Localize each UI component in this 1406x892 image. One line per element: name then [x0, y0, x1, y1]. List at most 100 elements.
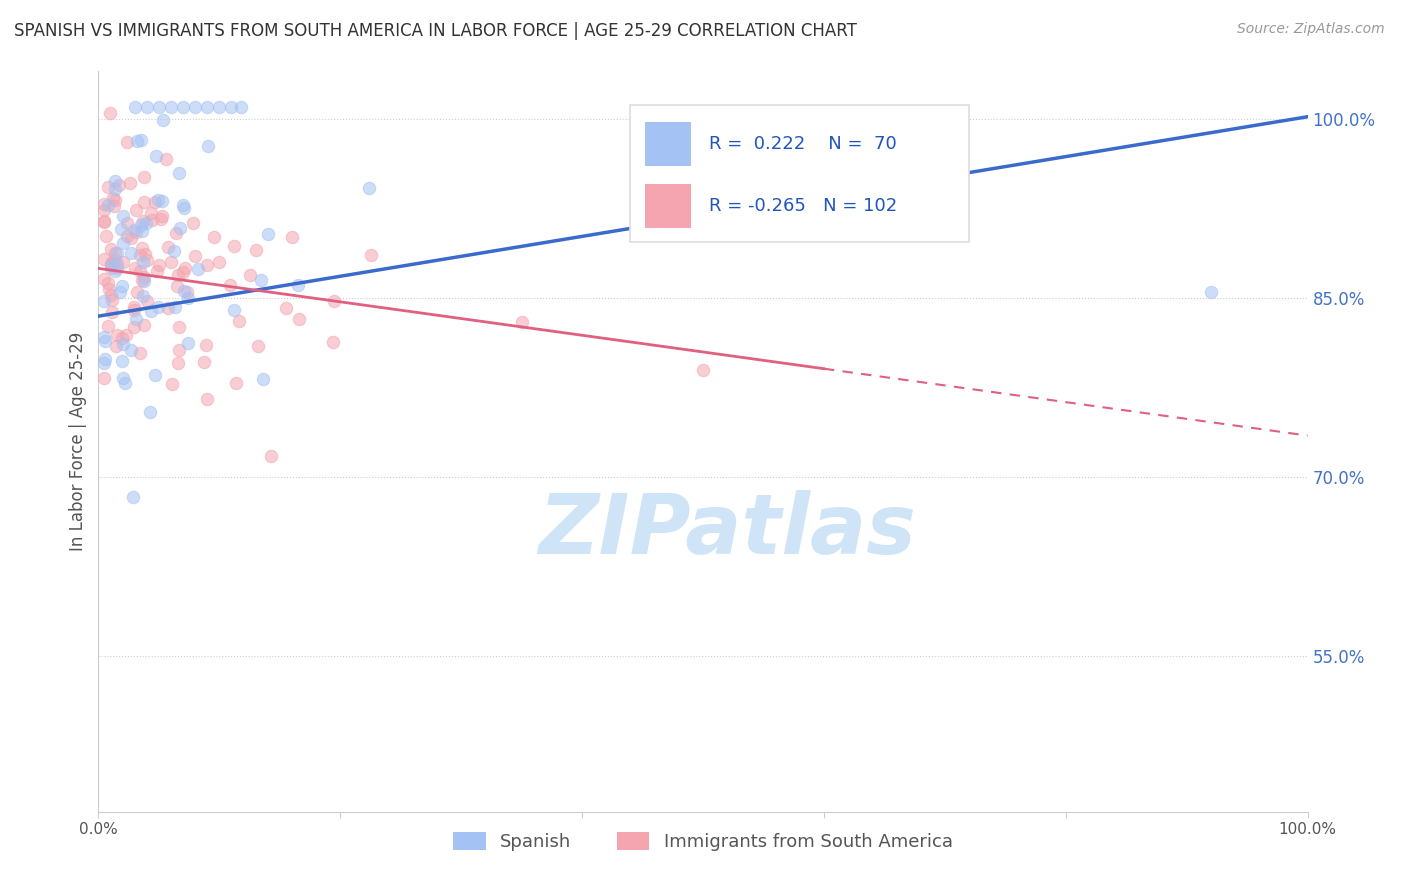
Point	[322, 334, 344, 349]
Point	[112, 209, 135, 223]
Point	[122, 303, 145, 318]
Point	[104, 182, 127, 196]
Point	[288, 311, 311, 326]
Point	[160, 100, 183, 114]
Point	[122, 300, 145, 314]
Point	[157, 240, 180, 254]
Point	[260, 449, 283, 463]
Point	[120, 343, 142, 357]
Point	[150, 211, 173, 226]
Point	[245, 243, 267, 257]
Point	[128, 346, 150, 360]
Point	[103, 191, 125, 205]
Point	[152, 112, 174, 127]
Point	[132, 289, 155, 303]
Point	[135, 253, 157, 268]
Point	[148, 258, 170, 272]
Point	[176, 291, 198, 305]
Point	[97, 179, 120, 194]
Point	[173, 285, 195, 299]
Point	[228, 314, 250, 328]
Point	[139, 404, 162, 418]
Point	[100, 257, 122, 271]
Point	[93, 293, 115, 308]
Point	[94, 229, 117, 244]
Point	[173, 202, 195, 216]
Point	[125, 202, 148, 217]
Point	[93, 215, 115, 229]
Point	[692, 363, 714, 377]
Y-axis label: In Labor Force | Age 25-29: In Labor Force | Age 25-29	[69, 332, 87, 551]
Point	[202, 230, 225, 244]
Point	[239, 268, 262, 282]
Point	[139, 303, 162, 318]
Point	[93, 213, 115, 227]
Point	[131, 224, 153, 238]
Point	[100, 261, 122, 276]
Point	[172, 198, 194, 212]
Point	[111, 255, 134, 269]
Point	[115, 229, 138, 244]
Point	[127, 285, 149, 299]
Point	[222, 303, 245, 318]
Point	[184, 100, 207, 114]
Point	[105, 257, 128, 271]
Point	[134, 247, 156, 261]
Point	[176, 285, 198, 299]
Point	[252, 371, 274, 385]
Point	[187, 262, 209, 277]
Point	[172, 265, 194, 279]
Point	[195, 258, 218, 272]
Point	[224, 239, 246, 253]
Point	[118, 176, 141, 190]
Point	[231, 100, 253, 114]
Point	[115, 216, 138, 230]
Point	[165, 226, 187, 240]
Point	[104, 264, 127, 278]
Point	[177, 336, 200, 351]
Point	[121, 490, 143, 504]
Point	[208, 255, 231, 269]
Point	[108, 285, 131, 300]
Point	[167, 355, 190, 369]
Point	[124, 261, 146, 276]
Point	[111, 279, 134, 293]
Point	[124, 100, 146, 114]
Point	[256, 227, 278, 241]
Point	[101, 255, 124, 269]
Point	[143, 195, 166, 210]
Point	[152, 194, 174, 208]
Point	[165, 301, 187, 315]
Point	[103, 199, 125, 213]
Point	[169, 343, 191, 358]
Point	[197, 139, 219, 153]
Point	[93, 356, 115, 370]
Point	[146, 301, 169, 315]
Point	[111, 236, 134, 251]
Point	[93, 330, 115, 344]
Point	[97, 318, 120, 333]
Point	[141, 213, 163, 227]
Point	[131, 255, 153, 269]
Point	[181, 216, 204, 230]
Point	[136, 294, 159, 309]
Point	[111, 371, 134, 385]
Point	[131, 273, 153, 287]
Point	[93, 272, 115, 286]
Point	[101, 293, 124, 307]
Point	[195, 392, 218, 406]
Text: R =  0.222    N =  70: R = 0.222 N = 70	[709, 136, 897, 153]
Point	[132, 269, 155, 284]
Point	[218, 278, 240, 293]
Point	[94, 334, 117, 348]
Point	[357, 181, 380, 195]
Point	[194, 337, 217, 351]
Point	[97, 282, 120, 296]
Point	[146, 194, 169, 208]
Text: Source: ZipAtlas.com: Source: ZipAtlas.com	[1237, 22, 1385, 37]
Point	[174, 261, 197, 276]
Point	[141, 205, 163, 219]
Point	[148, 100, 170, 114]
Point	[281, 230, 304, 244]
Point	[110, 222, 132, 236]
